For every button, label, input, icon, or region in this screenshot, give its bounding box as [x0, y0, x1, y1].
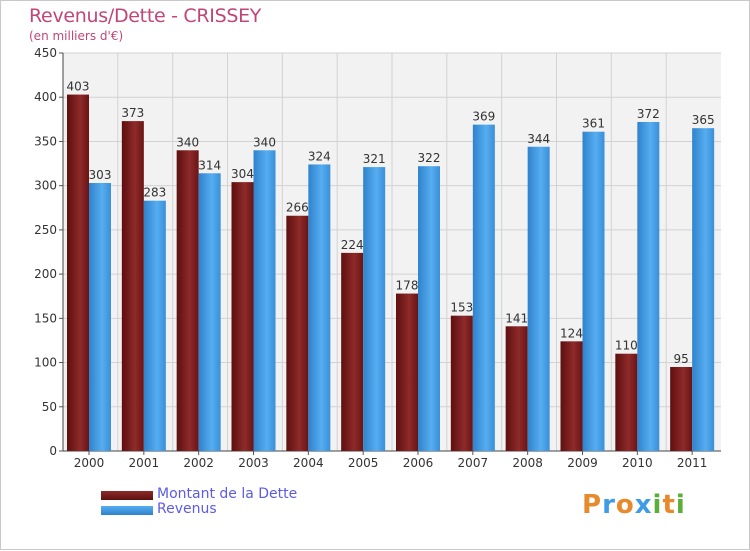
bar-debt	[670, 366, 693, 451]
x-tick-label: 2005	[348, 456, 379, 470]
bar-debt	[67, 94, 89, 452]
data-label-debt: 224	[341, 238, 364, 252]
data-label-debt: 124	[560, 326, 583, 340]
x-tick-label: 2011	[677, 456, 708, 470]
y-tick-label: 450	[34, 46, 57, 60]
bar-debt	[231, 182, 254, 451]
y-tick-label: 400	[34, 90, 57, 104]
bar-debt	[560, 341, 583, 451]
data-label-debt: 178	[396, 279, 419, 293]
bar-revenus	[637, 121, 660, 451]
x-tick-label: 2002	[183, 456, 214, 470]
bar-revenus	[363, 167, 386, 452]
data-label-revenus: 324	[308, 149, 331, 163]
data-label-revenus: 372	[637, 107, 660, 121]
bar-debt	[286, 215, 309, 451]
legend-label-debt: Montant de la Dette	[157, 486, 298, 502]
data-label-revenus: 340	[253, 135, 276, 149]
y-tick-label: 300	[34, 179, 57, 193]
data-label-revenus: 322	[418, 151, 441, 165]
logo-letter: t	[662, 490, 676, 520]
x-tick-label: 2001	[129, 456, 160, 470]
bar-revenus	[692, 128, 715, 451]
bar-debt	[341, 252, 364, 451]
bar-debt	[450, 315, 473, 451]
logo-letter: r	[602, 490, 616, 520]
y-tick-label: 50	[42, 400, 57, 414]
data-label-revenus: 283	[143, 186, 166, 200]
bar-debt	[615, 353, 638, 451]
proxiti-logo: Proxiti	[582, 490, 686, 520]
data-label-revenus: 344	[527, 132, 550, 146]
data-label-revenus: 321	[363, 152, 386, 166]
data-label-debt: 340	[176, 135, 199, 149]
y-tick-label: 0	[49, 444, 57, 458]
x-tick-label: 2009	[567, 456, 598, 470]
logo-letter: x	[634, 490, 653, 520]
bar-revenus	[527, 146, 550, 452]
logo-letter: P	[582, 490, 603, 520]
y-tick-label: 250	[34, 223, 57, 237]
data-label-revenus: 303	[89, 168, 112, 182]
data-label-debt: 141	[505, 311, 528, 325]
bar-revenus	[582, 131, 605, 451]
legend-swatch-revenus	[101, 506, 153, 515]
x-tick-label: 2003	[238, 456, 269, 470]
y-tick-label: 100	[34, 356, 57, 370]
data-label-revenus: 365	[692, 113, 715, 127]
data-label-debt: 110	[615, 339, 638, 353]
bar-revenus	[89, 183, 111, 451]
x-tick-label: 2004	[293, 456, 324, 470]
data-label-debt: 403	[67, 80, 90, 94]
bar-revenus	[198, 173, 221, 452]
bar-revenus	[143, 200, 166, 451]
x-tick-label: 2000	[74, 456, 105, 470]
data-label-revenus: 369	[472, 110, 495, 124]
bar-revenus	[418, 166, 440, 451]
y-tick-label: 200	[34, 267, 57, 281]
legend-swatch-debt	[101, 491, 153, 500]
data-label-debt: 95	[674, 352, 689, 366]
logo-letter: i	[675, 490, 686, 520]
chart-title: Revenus/Dette - CRISSEY	[29, 5, 262, 27]
x-tick-label: 2008	[512, 456, 543, 470]
y-tick-label: 350	[34, 134, 57, 148]
data-label-debt: 304	[231, 167, 254, 181]
logo-letter: o	[615, 490, 635, 520]
bar-debt	[121, 121, 144, 451]
bar-debt	[505, 326, 528, 451]
data-label-debt: 266	[286, 201, 309, 215]
data-label-revenus: 361	[582, 117, 605, 131]
bar-revenus	[472, 124, 495, 451]
chart-subtitle: (en milliers d'€)	[29, 29, 124, 43]
legend-label-revenus: Revenus	[157, 501, 217, 517]
x-tick-label: 2007	[458, 456, 489, 470]
logo-letter: i	[652, 490, 663, 520]
bar-revenus	[253, 150, 276, 452]
bar-debt	[176, 150, 199, 452]
data-label-debt: 153	[450, 301, 473, 315]
x-tick-label: 2010	[622, 456, 653, 470]
x-tick-label: 2006	[403, 456, 434, 470]
bar-revenus	[308, 164, 331, 451]
bar-debt	[396, 293, 418, 451]
data-label-revenus: 314	[198, 158, 221, 172]
y-tick-label: 150	[34, 311, 57, 325]
data-label-debt: 373	[121, 106, 144, 120]
